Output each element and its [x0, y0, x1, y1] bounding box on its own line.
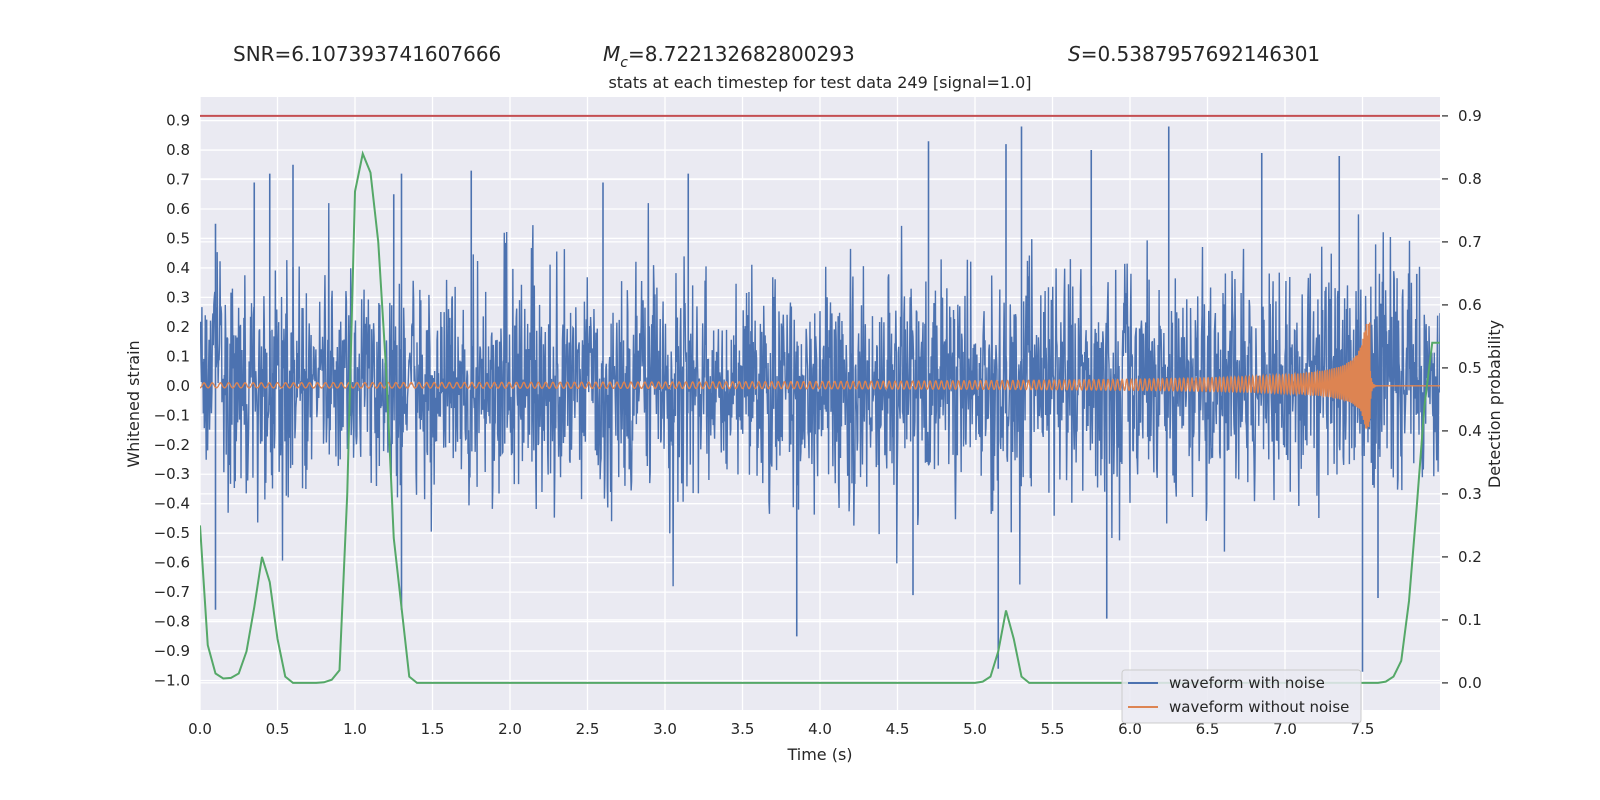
left-tick-label: 0.9 [166, 112, 190, 130]
left-tick-label: 0.7 [166, 171, 190, 189]
detection-probability-line [200, 150, 1440, 684]
left-tick-label: −0.6 [154, 554, 190, 572]
x-tick-label: 0.5 [266, 720, 290, 738]
left-tick-label: 0.6 [166, 200, 190, 218]
right-tick-label: 0.8 [1458, 170, 1482, 188]
left-tick-label: 0.4 [166, 259, 190, 277]
legend-label-clean: waveform without noise [1169, 698, 1349, 716]
x-tick-label: 6.0 [1118, 720, 1142, 738]
x-tick-label: 7.5 [1351, 720, 1375, 738]
clean-waveform-line [200, 322, 1440, 429]
x-tick-label: 6.5 [1196, 720, 1220, 738]
x-tick-label: 5.5 [1041, 720, 1065, 738]
right-tick-label: 0.3 [1458, 485, 1482, 503]
x-tick-label: 4.5 [886, 720, 910, 738]
x-tick-label: 2.0 [498, 720, 522, 738]
noisy-waveform-layer [200, 126, 1440, 672]
x-tick-label: 1.5 [421, 720, 445, 738]
x-tick-label: 3.5 [731, 720, 755, 738]
left-tick-label: 0.3 [166, 288, 190, 306]
left-tick-label: 0.8 [166, 141, 190, 159]
x-tick-label: 7.0 [1273, 720, 1297, 738]
left-tick-label: −0.8 [154, 613, 190, 631]
right-tick-label: 0.2 [1458, 548, 1482, 566]
left-tick-label: −0.2 [154, 436, 190, 454]
x-tick-label: 0.0 [188, 720, 212, 738]
left-axis-label: Whitened strain [124, 340, 143, 467]
x-tick-label: 2.5 [576, 720, 600, 738]
left-tick-label: −0.7 [154, 583, 190, 601]
left-tick-label: 0.5 [166, 229, 190, 247]
x-axis-label: Time (s) [786, 745, 852, 764]
x-tick-label: 1.0 [343, 720, 367, 738]
left-tick-label: 0.1 [166, 347, 190, 365]
right-axis-ticks: 0.9 0.8 0.7 0.6 0.5 0.4 0.3 0.2 0.1 0.0 [1442, 107, 1482, 692]
header-stats: SNR=6.107393741607666 Mc=8.7221326828002… [233, 42, 1320, 71]
left-tick-label: −0.9 [154, 642, 190, 660]
x-axis-ticks: 0.0 0.5 1.0 1.5 2.0 2.5 3.0 3.5 4.0 4.5 5.0 5.5 6.0 6… [188, 720, 1374, 738]
left-tick-label: 0.2 [166, 318, 190, 336]
spin-label: S=0.5387957692146301 [1068, 42, 1320, 66]
left-axis-ticks: 0.9 0.8 0.7 0.6 0.5 0.4 0.3 0.2 0.1 0.0 −0.1 −0.2 −0… [154, 112, 190, 690]
right-tick-label: 0.6 [1458, 296, 1482, 314]
left-tick-label: −0.3 [154, 465, 190, 483]
clean-waveform-layer [200, 322, 1440, 429]
left-tick-label: −0.4 [154, 495, 190, 513]
right-tick-label: 0.7 [1458, 233, 1482, 251]
snr-label: SNR=6.107393741607666 [233, 42, 501, 66]
chirp-mass-label: Mc=8.722132682800293 [603, 42, 855, 71]
left-tick-label: −0.1 [154, 406, 190, 424]
right-axis-label: Detection probability [1485, 320, 1504, 488]
right-tick-label: 0.9 [1458, 107, 1482, 125]
left-tick-label: 0.0 [166, 377, 190, 395]
right-tick-label: 0.5 [1458, 359, 1482, 377]
left-tick-label: −1.0 [154, 672, 190, 690]
x-tick-label: 4.0 [808, 720, 832, 738]
x-tick-label: 3.0 [653, 720, 677, 738]
left-tick-label: −0.5 [154, 524, 190, 542]
right-tick-label: 0.4 [1458, 422, 1482, 440]
legend-box [1121, 669, 1362, 724]
legend-label-noisy: waveform with noise [1169, 674, 1325, 692]
x-tick-label: 5.0 [963, 720, 987, 738]
noisy-waveform-line [200, 203, 1440, 587]
right-tick-label: 0.1 [1458, 611, 1482, 629]
chart-title: stats at each timestep for test data 249… [608, 73, 1031, 92]
right-tick-label: 0.0 [1458, 674, 1482, 692]
probability-layer [200, 150, 1440, 684]
legend: waveform with noise waveform without noi… [1121, 669, 1362, 724]
